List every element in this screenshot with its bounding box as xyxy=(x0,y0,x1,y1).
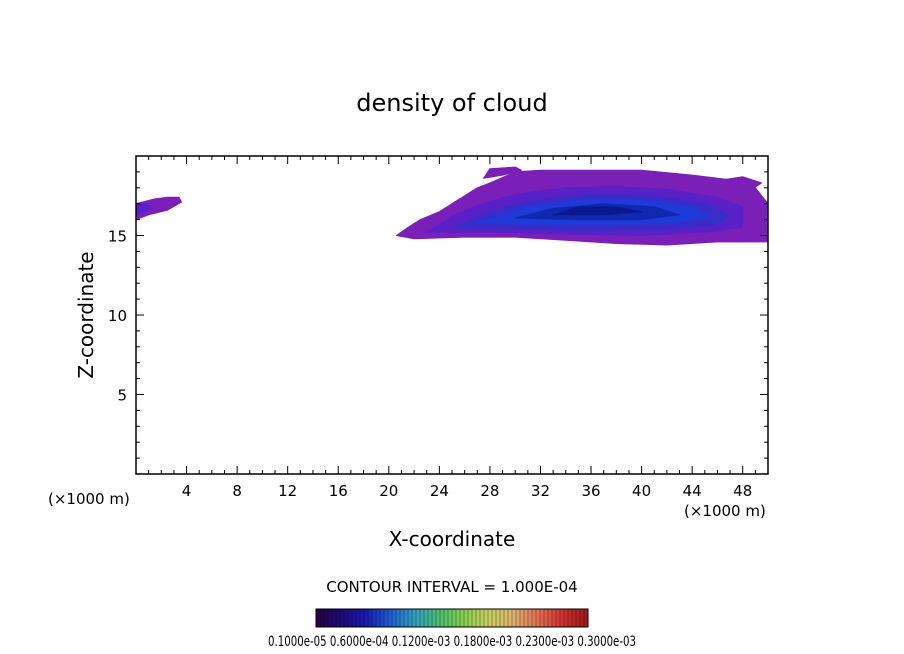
y-tick-label: 10 xyxy=(108,307,127,325)
contour-level-6 xyxy=(552,206,643,216)
x-tick-label: 24 xyxy=(430,482,449,500)
contour-level-1 xyxy=(483,166,522,179)
y-tick-labels: 5 10 15 xyxy=(108,228,127,405)
cloud-region-1 xyxy=(395,169,768,246)
x-tick-label: 32 xyxy=(531,482,550,500)
x-tick-label: 16 xyxy=(329,482,348,500)
contour-level-2 xyxy=(136,203,152,216)
y-axis-label: Z-coordinate xyxy=(74,251,98,378)
x-tick-label: 48 xyxy=(733,482,752,500)
x-tick-labels: 4 8 12 16 20 24 28 32 36 40 44 48 xyxy=(182,482,752,500)
x-tick-label: 36 xyxy=(581,482,600,500)
x-unit-right: (×1000 m) xyxy=(684,502,766,520)
x-tick-label: 20 xyxy=(379,482,398,500)
x-tick-label: 44 xyxy=(683,482,702,500)
colorbar-labels: 0.1000e-05 0.6000e-04 0.1200e-03 0.1800e… xyxy=(268,634,636,650)
x-tick-label: 8 xyxy=(232,482,242,500)
x-unit-left: (×1000 m) xyxy=(48,490,130,508)
x-tick-label: 4 xyxy=(182,482,192,500)
chart-title: density of cloud xyxy=(356,89,547,117)
axis-ticks xyxy=(136,156,768,474)
contour-interval-label: CONTOUR INTERVAL = 1.000E-04 xyxy=(326,578,577,596)
cloud-region-3 xyxy=(483,166,763,192)
contour-level-1 xyxy=(136,196,182,221)
contour-level-1 xyxy=(716,176,763,192)
x-axis-label: X-coordinate xyxy=(389,527,516,551)
colorbar-ticks xyxy=(315,609,589,627)
x-tick-label: 12 xyxy=(278,482,297,500)
cloud-regions xyxy=(136,166,768,246)
y-tick-label: 15 xyxy=(108,228,127,246)
cloud-region-2 xyxy=(136,196,182,221)
x-tick-label: 40 xyxy=(632,482,651,500)
y-tick-label: 5 xyxy=(117,387,127,405)
x-tick-label: 28 xyxy=(480,482,499,500)
